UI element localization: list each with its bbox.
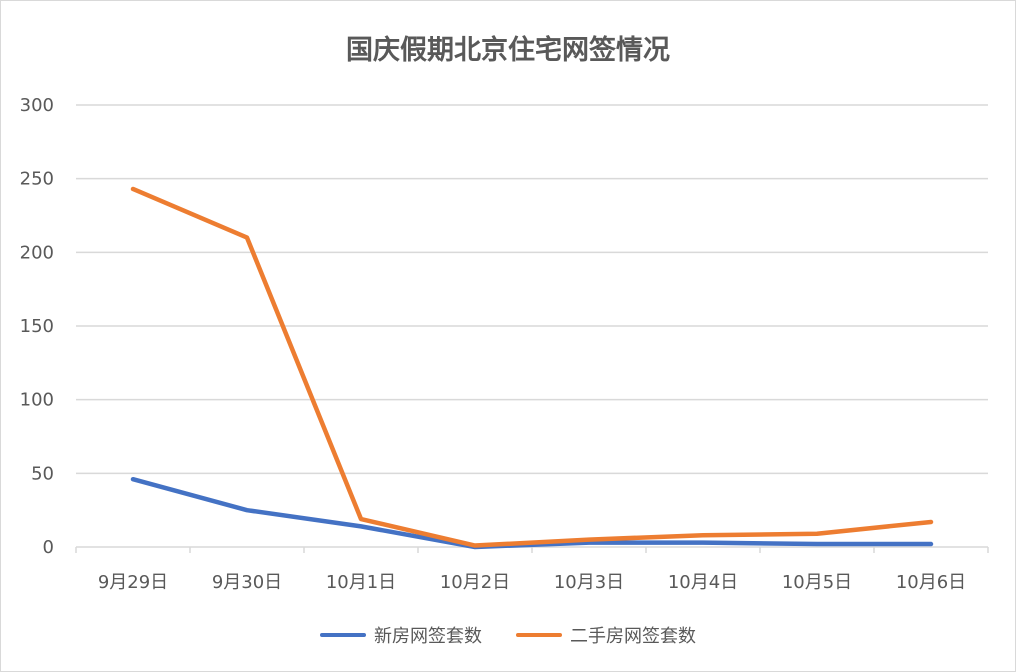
x-tick-label: 10月6日: [896, 572, 966, 593]
x-tick-label: 10月2日: [440, 572, 510, 593]
legend-label-new-homes: 新房网签套数: [374, 626, 482, 647]
chart-title: 国庆假期北京住宅网签情况: [346, 35, 670, 66]
legend-swatch-second-hand: [516, 633, 562, 637]
y-tick-label: 50: [31, 463, 54, 484]
x-tick-label: 10月1日: [326, 572, 396, 593]
y-tick-label: 150: [20, 316, 54, 337]
legend-item-second-hand: 二手房网签套数: [516, 622, 696, 648]
y-tick-label: 200: [20, 242, 54, 263]
y-axis-ticks: 0 50 100 150 200 250 300: [20, 95, 54, 558]
legend-swatch-new-homes: [320, 633, 366, 637]
x-tick-label: 9月29日: [98, 572, 168, 593]
gridlines: [76, 104, 988, 548]
legend-label-second-hand: 二手房网签套数: [570, 626, 696, 647]
x-tick-label: 10月5日: [782, 572, 852, 593]
x-tick-label: 9月30日: [212, 572, 282, 593]
x-tick-label: 10月4日: [668, 572, 738, 593]
y-tick-label: 0: [43, 537, 54, 558]
legend: 新房网签套数 二手房网签套数: [0, 622, 1016, 648]
legend-item-new-homes: 新房网签套数: [320, 622, 482, 648]
y-tick-label: 250: [20, 169, 54, 190]
y-tick-label: 100: [20, 390, 54, 411]
series-lines: [130, 186, 934, 550]
series-line-second-hand: [130, 186, 934, 548]
x-tick-label: 10月3日: [554, 572, 624, 593]
y-tick-label: 300: [20, 95, 54, 116]
x-axis-ticks: 9月29日 9月30日 10月1日 10月2日 10月3日 10月4日 10月5日 10月6日: [75, 547, 989, 593]
series-line-new-homes: [130, 476, 934, 550]
